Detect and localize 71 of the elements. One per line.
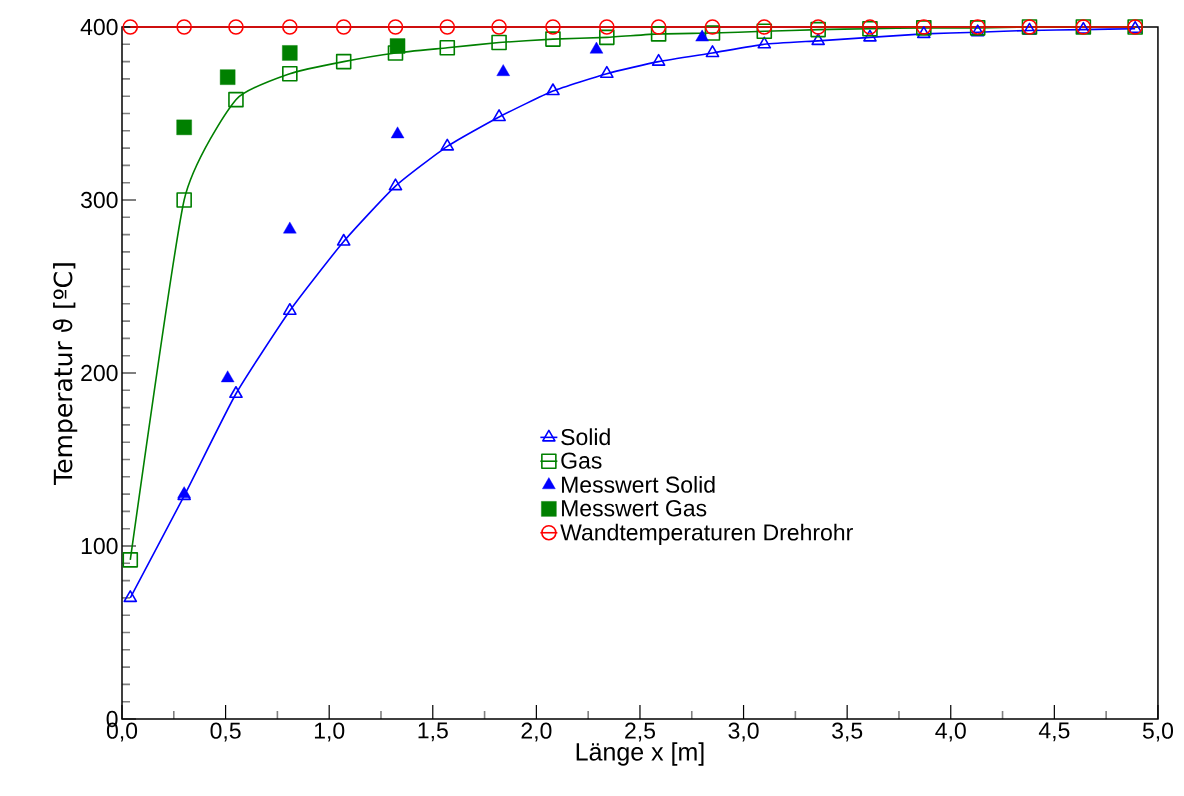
point	[176, 19, 192, 35]
x-tick-label: 3,0	[728, 722, 759, 742]
point	[599, 19, 615, 35]
point	[228, 19, 244, 35]
point	[390, 126, 405, 139]
point	[122, 19, 139, 35]
point	[220, 370, 235, 383]
point	[282, 45, 298, 61]
point	[704, 25, 721, 41]
point	[599, 29, 615, 46]
point	[811, 33, 826, 46]
point	[863, 29, 877, 42]
point	[335, 19, 352, 35]
legend-label: Gas	[561, 452, 602, 469]
x-tick-label: 4,5	[1038, 722, 1070, 742]
point	[282, 65, 298, 82]
point	[756, 19, 773, 35]
point	[651, 53, 666, 66]
point	[545, 31, 561, 47]
legend-label: Wandtemperaturen Drehrohr	[560, 523, 853, 546]
point	[491, 34, 507, 51]
x-tick-label: 2,0	[521, 722, 552, 742]
point	[545, 19, 561, 35]
point	[282, 302, 297, 316]
point	[387, 45, 404, 61]
point	[650, 19, 667, 35]
y-axis-title: Temperatur ϑ [ºC]	[52, 263, 78, 485]
point	[756, 23, 773, 40]
x-tick-label: 3,5	[832, 722, 863, 742]
legend-label: Messwert Gas	[562, 500, 707, 517]
point	[176, 119, 192, 136]
point	[387, 19, 404, 35]
point	[176, 192, 192, 208]
point	[439, 19, 456, 35]
point	[589, 41, 604, 54]
point	[704, 19, 721, 35]
point	[283, 221, 297, 234]
x-tick-label: 1,5	[418, 722, 448, 742]
point	[228, 91, 244, 108]
point	[916, 26, 931, 39]
y-tick-label: 200	[81, 364, 118, 382]
point	[282, 19, 298, 35]
point	[599, 65, 614, 78]
y-tick-label: 300	[80, 191, 118, 209]
point	[388, 178, 403, 191]
point	[491, 19, 507, 35]
point	[695, 29, 709, 42]
x-tick-label: 0,5	[210, 722, 241, 742]
y-tick-label: 100	[81, 537, 118, 555]
x-axis-title: Länge x [m]	[576, 742, 704, 766]
point	[440, 138, 455, 151]
point	[492, 109, 506, 122]
x-tick-label: 2,5	[625, 722, 655, 742]
x-tick-label: 1,0	[314, 722, 345, 742]
point	[650, 26, 667, 42]
point	[757, 36, 772, 49]
point	[546, 83, 560, 96]
point	[496, 64, 510, 76]
point	[219, 69, 236, 85]
point	[229, 385, 243, 399]
y-tick-label: 400	[80, 18, 118, 36]
point	[123, 590, 138, 603]
point	[389, 38, 406, 54]
x-tick-label: 4,0	[935, 722, 966, 742]
legend-label: Messwert Solid	[562, 475, 715, 493]
point	[705, 45, 720, 58]
legend-label: Solid	[561, 428, 610, 446]
point	[336, 233, 351, 246]
point	[335, 53, 352, 70]
x-tick-label: 5,0	[1142, 722, 1174, 742]
point	[439, 39, 456, 56]
